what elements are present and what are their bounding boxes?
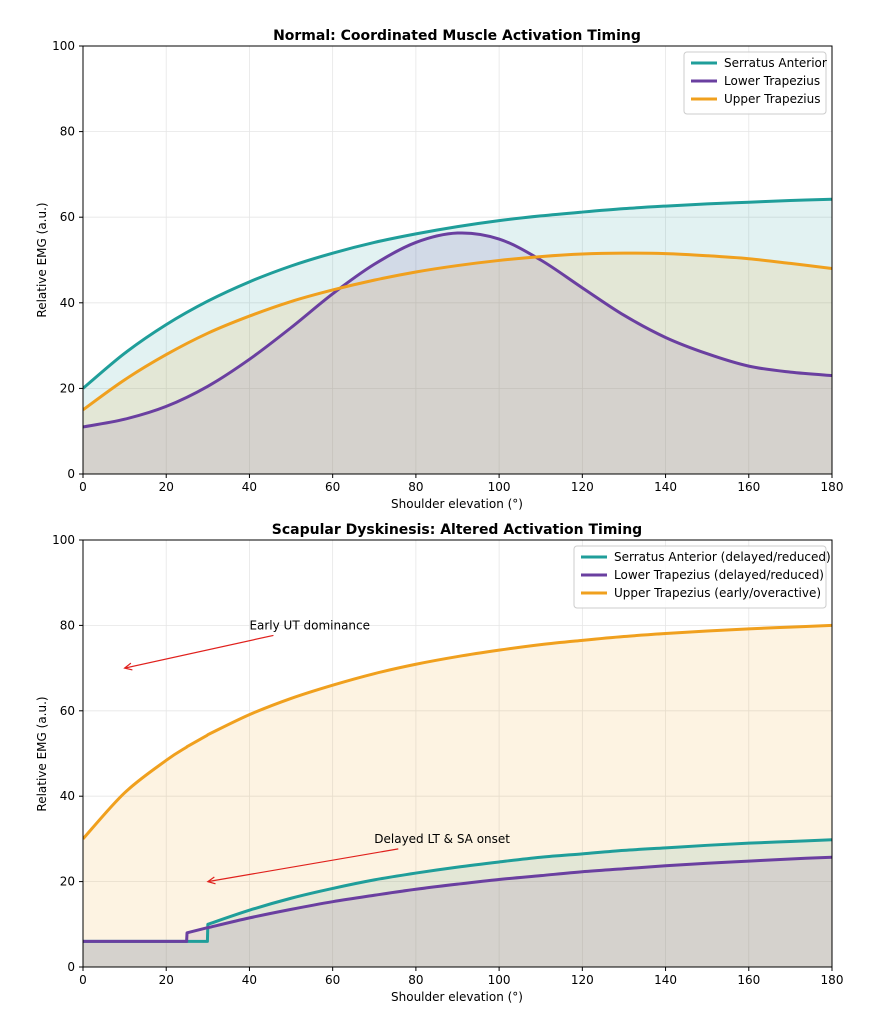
series-area xyxy=(83,839,832,967)
plot-frame xyxy=(82,539,833,968)
y-tick-label: 0 xyxy=(67,467,75,481)
y-tick-label: 80 xyxy=(60,618,75,632)
series-line xyxy=(83,251,832,412)
x-tick-label: 100 xyxy=(488,480,511,494)
annotation-text: Delayed LT & SA onset xyxy=(374,832,510,846)
legend-entry: Serratus Anterior (delayed/reduced) xyxy=(614,550,831,564)
series-area xyxy=(83,253,832,474)
legend-box xyxy=(573,545,827,609)
x-tick-label: 20 xyxy=(159,480,174,494)
series-line xyxy=(83,231,832,429)
y-tick-label: 60 xyxy=(60,210,75,224)
series-lines xyxy=(83,623,832,943)
y-tick-label: 80 xyxy=(60,125,75,139)
series-line xyxy=(83,855,832,943)
y-axis-label: Relative EMG (a.u.) xyxy=(35,202,49,317)
legend-entry: Upper Trapezius (early/overactive) xyxy=(614,586,821,600)
x-tick-label: 80 xyxy=(408,480,423,494)
chart-title: Normal: Coordinated Muscle Activation Ti… xyxy=(273,28,641,44)
legend-box xyxy=(683,51,827,115)
series-area xyxy=(83,199,832,474)
annotation-text: Early UT dominance xyxy=(249,618,370,632)
chart-dyskinesis: Scapular Dyskinesis: Altered Activation … xyxy=(35,522,843,1004)
y-tick-label: 20 xyxy=(60,875,75,889)
y-tick-label: 40 xyxy=(60,789,75,803)
x-tick-label: 180 xyxy=(821,973,844,987)
x-tick-label: 40 xyxy=(242,973,257,987)
legend: Serratus Anterior (delayed/reduced) Lower… xyxy=(573,545,831,609)
y-tick-label: 100 xyxy=(52,533,75,547)
x-tick-label: 160 xyxy=(737,480,760,494)
x-tick-label: 140 xyxy=(654,973,677,987)
area-fills xyxy=(83,199,832,474)
x-axis-label: Shoulder elevation (°) xyxy=(391,497,523,511)
y-tick-label: 40 xyxy=(60,296,75,310)
x-tick-label: 180 xyxy=(821,480,844,494)
legend-entry: Upper Trapezius xyxy=(724,92,821,106)
annotation-arrow xyxy=(124,634,274,669)
x-tick-label: 140 xyxy=(654,480,677,494)
legend: Serratus Anterior Lower Trapezius Upper Tr… xyxy=(683,51,827,115)
annotation-arrow xyxy=(207,848,399,883)
y-axis-label: Relative EMG (a.u.) xyxy=(35,696,49,811)
series-line xyxy=(83,623,832,840)
series-area xyxy=(83,232,832,474)
area-fills xyxy=(83,625,832,967)
chart-normal: Normal: Coordinated Muscle Activation Ti… xyxy=(35,28,843,511)
x-tick-label: 0 xyxy=(79,973,87,987)
x-tick-label: 120 xyxy=(571,973,594,987)
y-tick-label: 20 xyxy=(60,381,75,395)
x-tick-label: 120 xyxy=(571,480,594,494)
legend-entry: Lower Trapezius xyxy=(724,74,820,88)
x-tick-label: 100 xyxy=(488,973,511,987)
y-tick-label: 0 xyxy=(67,960,75,974)
series-lines xyxy=(83,197,832,429)
y-tick-label: 100 xyxy=(52,39,75,53)
x-tick-label: 60 xyxy=(325,480,340,494)
chart-title: Scapular Dyskinesis: Altered Activation … xyxy=(272,522,642,538)
annotation-arrowhead xyxy=(123,662,133,671)
x-tick-label: 160 xyxy=(737,973,760,987)
x-tick-label: 20 xyxy=(159,973,174,987)
plot-frame xyxy=(82,45,833,475)
annotation-arrowhead xyxy=(206,876,216,885)
y-tick-label: 60 xyxy=(60,704,75,718)
x-tick-label: 40 xyxy=(242,480,257,494)
legend-entry: Serratus Anterior xyxy=(724,56,827,70)
x-tick-label: 60 xyxy=(325,973,340,987)
series-line xyxy=(83,197,832,390)
series-area xyxy=(83,625,832,967)
x-tick-label: 0 xyxy=(79,480,87,494)
series-area xyxy=(83,857,832,967)
x-axis-label: Shoulder elevation (°) xyxy=(391,990,523,1004)
x-tick-label: 80 xyxy=(408,973,423,987)
legend-entry: Lower Trapezius (delayed/reduced) xyxy=(614,568,824,582)
